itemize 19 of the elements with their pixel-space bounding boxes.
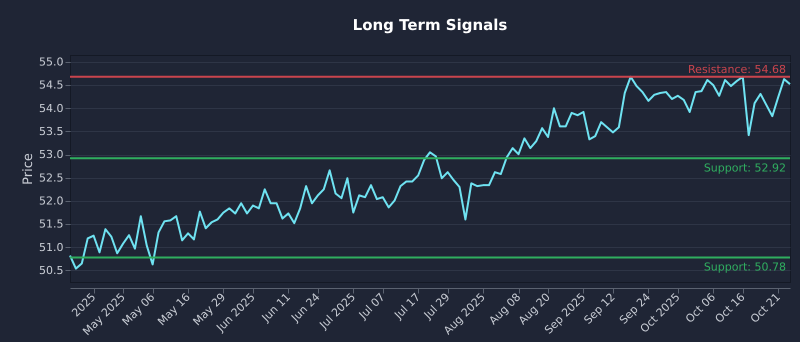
y-tick-label: 52.0 [39,194,64,208]
ref-line-label: Support: 50.78 [704,260,786,274]
x-tick-label: Jul 17 [391,290,423,322]
ref-line-label: Support: 52.92 [704,161,786,174]
y-tick-label: 52.5 [39,171,64,184]
y-axis-title: Price [21,153,36,185]
chart-title: Long Term Signals [352,16,508,34]
x-tick-label: Jul 29 [420,290,452,322]
y-tick-label: 54.5 [39,78,64,92]
y-tick-label: 51.0 [39,240,64,254]
y-tick-label: 54.0 [39,102,64,115]
x-tick-label: Jul 07 [356,290,388,322]
y-tick-label: 53.5 [39,124,64,138]
y-tick-label: 51.5 [39,218,64,231]
y-tick-label: 50.5 [39,264,64,277]
x-tick-label: Oct 21 [748,290,783,326]
y-tick-label: 55.0 [39,55,64,68]
y-tick-label: 53.0 [39,148,64,162]
ref-line-label: Resistance: 54.68 [688,62,786,76]
